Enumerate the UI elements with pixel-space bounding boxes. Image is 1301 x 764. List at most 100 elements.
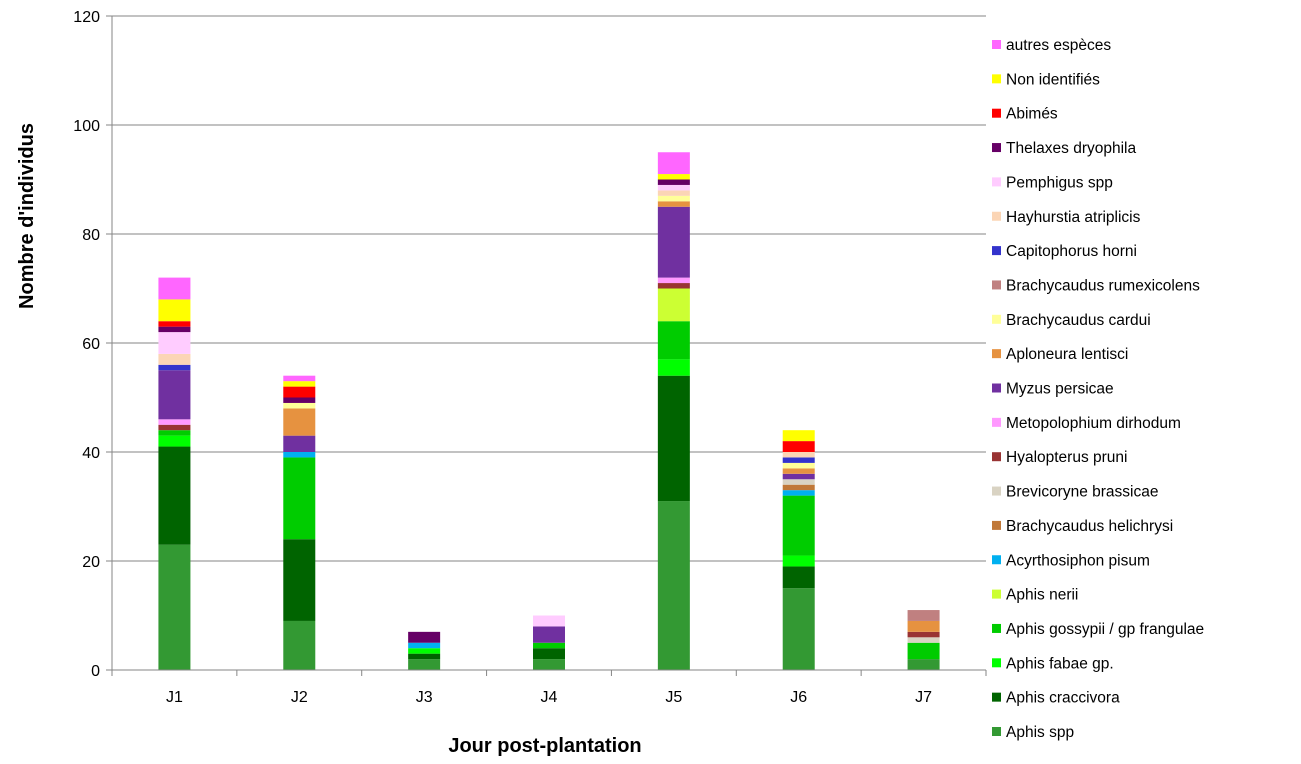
legend-swatch — [992, 280, 1001, 290]
legend-label: Metopolophium dirhodum — [1006, 415, 1181, 432]
legend-label: Myzus persicae — [1006, 381, 1114, 398]
legend-swatch — [992, 246, 1001, 256]
bar-segment-J7-3 — [907, 642, 940, 660]
bar-segment-J1-17 — [158, 326, 191, 333]
bar-segment-J6-2 — [782, 555, 815, 567]
bar-segment-J1-16 — [158, 332, 191, 354]
legend-swatch — [992, 143, 1001, 153]
bar-segment-J5-1 — [657, 375, 690, 502]
legend-swatch — [992, 520, 1001, 530]
bar-segment-J2-12 — [283, 402, 316, 409]
bar-segment-J5-9 — [657, 277, 690, 284]
bar-segment-J6-7 — [782, 479, 815, 485]
y-axis-title: Nombre d'individus — [16, 123, 38, 309]
legend-label: Aphis spp — [1006, 724, 1074, 741]
legend-label: Abimés — [1006, 106, 1058, 123]
legend-swatch — [992, 486, 1001, 496]
bar-segment-J6-15 — [782, 452, 815, 458]
bar-segment-J6-12 — [782, 462, 815, 469]
legend-swatch — [992, 623, 1001, 633]
legend-label: Capitophorus horni — [1006, 243, 1137, 260]
bar-segment-J1-8 — [158, 424, 191, 431]
bar-segment-J7-7 — [907, 637, 940, 643]
bar-segment-J7-0 — [907, 659, 940, 670]
x-tick-labels: J1 J2 J3 J4 J5 J6 J7 — [166, 689, 932, 706]
bar-segment-J5-19 — [657, 174, 690, 180]
bar-segment-J2-3 — [283, 457, 316, 540]
bar-segment-J4-3 — [533, 642, 565, 649]
x-tick-label: J3 — [416, 689, 433, 706]
legend-swatch — [992, 108, 1001, 118]
x-tick-label: J4 — [541, 689, 558, 706]
bar-segment-J2-17 — [283, 397, 316, 403]
bar-segment-J1-10 — [158, 370, 191, 420]
bar-segment-J5-2 — [657, 359, 690, 376]
legend-swatch — [992, 417, 1001, 427]
bar-segment-J7-13 — [907, 610, 940, 621]
legend-swatch — [992, 692, 1001, 702]
x-axis-title: Jour post-plantation — [448, 735, 641, 757]
legend-swatch — [992, 40, 1001, 49]
bar-segment-J5-3 — [657, 321, 690, 360]
bar-segment-J1-0 — [158, 544, 191, 670]
legend-label: Hyalopterus pruni — [1006, 449, 1127, 466]
legend-swatch — [992, 589, 1001, 599]
legend-swatch — [992, 74, 1001, 84]
bar-segment-J1-19 — [158, 299, 191, 322]
y-tick-label: 80 — [82, 227, 100, 244]
bar-segment-J2-1 — [283, 539, 316, 621]
legend-label: Brachycaudus cardui — [1006, 312, 1151, 329]
x-tick-label: J1 — [166, 689, 183, 706]
bar-segment-J6-18 — [782, 441, 815, 452]
axes — [106, 15, 987, 676]
y-tick-label: 60 — [82, 336, 100, 353]
bar-segment-J2-18 — [283, 386, 316, 398]
y-tick-labels: 0 20 40 60 80 100 120 — [73, 9, 100, 680]
bar-segment-J4-0 — [533, 659, 565, 670]
bar-segment-J5-16 — [657, 184, 690, 191]
bar-segment-J1-14 — [158, 364, 191, 371]
legend-swatch — [992, 383, 1001, 393]
bar-segment-J6-19 — [782, 430, 815, 442]
bar-segment-J5-0 — [657, 501, 690, 670]
bar-segment-J3-2 — [408, 648, 441, 654]
x-tick-label: J6 — [790, 689, 807, 706]
legend-label: Aphis craccivora — [1006, 690, 1120, 707]
bar-segment-J5-17 — [657, 179, 690, 185]
bar-segment-J6-6 — [782, 484, 815, 491]
legend-swatch — [992, 314, 1001, 324]
bar-segment-J4-1 — [533, 648, 565, 660]
bar-segment-J2-0 — [283, 620, 316, 670]
legend-swatch — [992, 177, 1001, 187]
bar-segment-J1-9 — [158, 419, 191, 425]
legend-label: Hayhurstia atriplicis — [1006, 209, 1141, 226]
bar-segment-J5-4 — [657, 288, 690, 322]
legend-label: Brevicoryne brassicae — [1006, 484, 1158, 501]
bar-segment-J1-20 — [158, 277, 191, 300]
legend-label: Pemphigus spp — [1006, 174, 1113, 191]
legend-swatch — [992, 452, 1001, 462]
bars — [158, 152, 940, 670]
bar-segment-J4-10 — [533, 626, 565, 643]
bar-segment-J5-12 — [657, 195, 690, 202]
legend-label: Aphis gossypii / gp frangulae — [1006, 621, 1204, 638]
x-tick-label: J5 — [665, 689, 682, 706]
legend-swatch — [992, 211, 1001, 221]
y-tick-label: 100 — [73, 118, 100, 135]
bar-segment-J1-1 — [158, 446, 191, 545]
legend: autres espèces Non identifiés Abimés Thelax… — [992, 37, 1204, 741]
y-tick-label: 0 — [91, 663, 100, 680]
bar-segment-J5-15 — [657, 190, 690, 196]
bar-segment-J2-5 — [283, 452, 316, 458]
bar-segment-J5-11 — [657, 201, 690, 207]
bar-segment-J6-10 — [782, 473, 815, 480]
bar-segment-J5-8 — [657, 283, 690, 289]
y-tick-label: 40 — [82, 445, 100, 462]
x-tick-label: J7 — [915, 689, 932, 706]
bar-segment-J7-8 — [907, 631, 940, 638]
y-tick-label: 120 — [73, 9, 100, 26]
bar-segment-J2-20 — [283, 375, 316, 382]
legend-swatch — [992, 555, 1001, 565]
gridlines — [112, 15, 986, 562]
